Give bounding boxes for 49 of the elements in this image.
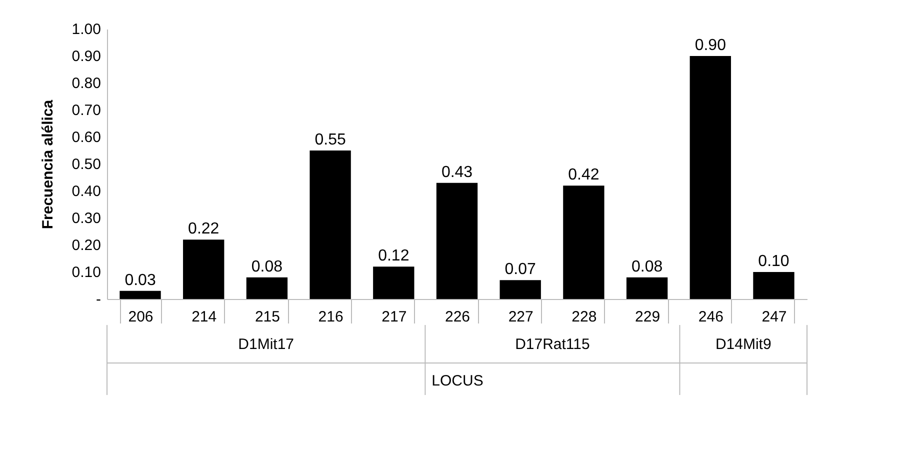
bar <box>690 56 731 299</box>
y-tick-label: 0.90 <box>72 48 101 65</box>
x-tick-label: 215 <box>254 308 280 326</box>
x-tick-label: 227 <box>508 308 534 326</box>
data-label: 0.43 <box>441 164 473 181</box>
y-tick-label: - <box>96 291 101 308</box>
y-tick-label: 0.10 <box>72 264 101 281</box>
x-tick-label: 226 <box>444 308 470 326</box>
bar <box>500 280 541 299</box>
bar <box>120 290 161 299</box>
y-tick-label: 0.80 <box>72 75 101 92</box>
y-tick-label: 0.30 <box>72 210 101 227</box>
data-label: 0.10 <box>758 253 790 270</box>
x-axis-title: LOCUS <box>432 372 484 390</box>
x-tick-label: 228 <box>572 308 597 326</box>
bar <box>183 240 224 299</box>
y-tick-label: 0.20 <box>72 237 101 254</box>
bar <box>310 150 351 299</box>
y-tick-label: 1.00 <box>72 21 101 38</box>
bar <box>563 186 604 299</box>
bar <box>373 266 414 299</box>
x-tick-label: 216 <box>318 308 344 326</box>
bar <box>246 277 288 299</box>
text: D1Mit17 <box>238 336 294 353</box>
data-label: 0.90 <box>694 37 726 54</box>
x-tick-label: 247 <box>762 308 787 326</box>
bar <box>626 277 668 299</box>
y-tick-label: 0.40 <box>72 183 101 200</box>
data-label: 0.08 <box>631 258 663 276</box>
y-axis-title: Frecuencia alélica <box>40 99 56 230</box>
data-label: 0.22 <box>188 220 220 238</box>
data-label: 0.03 <box>124 272 156 289</box>
data-label: 0.55 <box>314 132 346 148</box>
text: D17Rat115 <box>515 336 590 353</box>
y-tick-label: 0.50 <box>72 156 101 173</box>
x-tick-label: 246 <box>698 308 724 326</box>
x-tick-label: 229 <box>635 308 660 326</box>
y-tick-label: 0.70 <box>72 102 101 119</box>
x-tick-label: 206 <box>128 308 154 326</box>
data-label: 0.08 <box>251 258 283 276</box>
bar <box>436 182 478 299</box>
y-tick-label: 0.60 <box>72 129 101 146</box>
data-label: 0.42 <box>568 166 600 184</box>
text: D14Mit9 <box>715 336 772 353</box>
data-label: 0.12 <box>378 248 410 265</box>
data-label: 0.07 <box>504 261 536 278</box>
x-tick-label: 214 <box>192 308 217 326</box>
x-tick-label: 217 <box>382 308 407 326</box>
bar <box>753 272 794 299</box>
